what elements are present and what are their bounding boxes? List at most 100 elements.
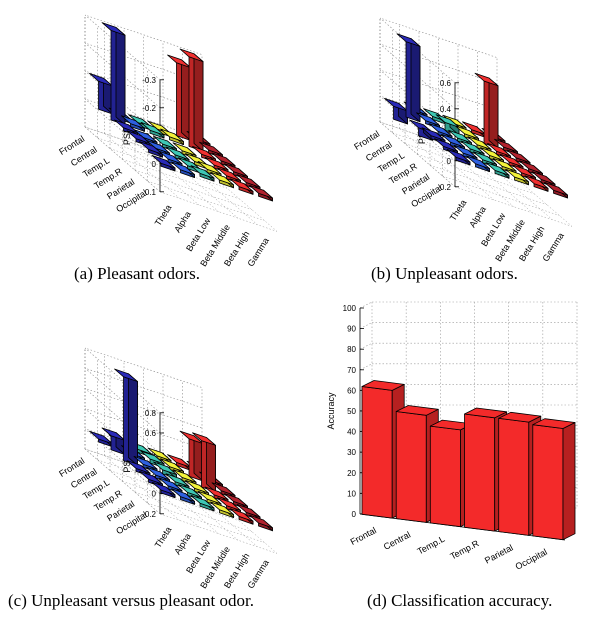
chart-c-bar-side	[128, 373, 138, 466]
chart-a-bar	[140, 122, 165, 139]
chart-d-bar-front	[429, 425, 461, 528]
chart-c-bar-top	[133, 455, 158, 470]
chart-b-bar-side	[410, 38, 421, 123]
chart-a-bar-top	[192, 145, 216, 160]
chart-b-grid-line	[438, 141, 514, 207]
chart-d-y-tick-label: 0	[352, 510, 357, 519]
chart-a-bar-top	[121, 115, 145, 129]
chart-c-bar-top	[160, 458, 184, 472]
chart-c-bar-top	[178, 484, 202, 498]
chart-c-bar-top	[185, 479, 209, 494]
chart-c-grid-line	[134, 491, 253, 533]
chart-d-bar-front	[395, 411, 427, 523]
chart-b-z-tick-label: 0	[447, 157, 452, 166]
chart-c-grid-line	[143, 468, 219, 534]
chart-b-grid-line	[379, 43, 498, 110]
chart-a-grid-line	[182, 159, 258, 225]
chart-a-z-tick-label: 0.1	[145, 188, 157, 197]
chart-c-bar	[101, 427, 126, 456]
chart-a-bar-top	[153, 135, 177, 150]
chart-a-z-tick-label: -0.3	[142, 76, 156, 85]
chart-d-bar-front	[464, 413, 496, 532]
chart-b-band-label: Theta	[448, 198, 469, 223]
chart-b-grid-line	[379, 17, 498, 84]
chart-a-bar-side	[115, 26, 126, 126]
chart-b-grid-line	[496, 161, 573, 227]
chart-b-bar-top	[434, 138, 458, 152]
chart-d-category-label: Parietal	[483, 542, 515, 565]
chart-d-y-tick-label: 60	[347, 386, 356, 395]
chart-a-bar	[160, 128, 184, 146]
chart-b-bar-top	[460, 140, 485, 155]
chart-a-grid-line	[84, 14, 203, 81]
chart-d-y-tick-label: 30	[347, 448, 356, 457]
chart-b-bar-side	[488, 77, 499, 149]
chart-d-category-label: Temp.L	[416, 534, 447, 557]
chart-d-bar-top	[395, 405, 439, 416]
chart-c-band-label: Alpha	[172, 531, 193, 556]
chart-b-grid-line	[379, 95, 498, 162]
chart-b-walls	[379, 17, 573, 227]
chart-d-grid-line	[359, 363, 373, 371]
chart-b-bar	[480, 147, 504, 164]
chart-a-bar-top	[172, 142, 197, 156]
chart-b-bar	[446, 148, 471, 166]
chart-d-bar-top	[498, 411, 542, 423]
chart-d-y-tick-label: 100	[343, 304, 357, 313]
chart-c-grid-line	[162, 475, 239, 541]
chart-b-bar-top	[467, 136, 492, 150]
chart-a-grid-line	[143, 146, 219, 212]
chart-c-bar-top	[165, 473, 190, 487]
chart-a-bar	[190, 165, 215, 182]
chart-a-grid-line	[201, 166, 278, 232]
chart-c-unpleasant-vs-pleasant: -0.200.20.40.60.8PSDFrontalCentralTemp.L…	[57, 347, 278, 590]
chart-a-bars	[89, 22, 273, 202]
chart-b-bar-top	[473, 151, 497, 165]
chart-a-pleasant-odors: -0.3-0.2-0.100.1PSDFrontalCentralTemp.LT…	[57, 14, 278, 268]
chart-a-bar	[167, 54, 191, 141]
chart-a-grid-line	[109, 148, 228, 189]
chart-c-grid-line	[201, 488, 278, 554]
chart-d-y-tick-label: 20	[347, 469, 356, 478]
chart-d-bar-top	[532, 418, 576, 429]
chart-a-bar-top	[101, 22, 126, 36]
chart-c-grid-line	[84, 448, 161, 514]
chart-b-bar-top	[421, 127, 446, 141]
chart-a-band-label: Alpha	[172, 209, 193, 234]
chart-c-bar-top	[192, 432, 216, 446]
chart-a-bar	[179, 48, 204, 152]
chart-d-y-tick-label: 90	[347, 325, 356, 334]
chart-a-grid-line	[147, 180, 265, 221]
chart-c-bar-top	[190, 494, 215, 509]
chart-d-y-tick-label: 50	[347, 407, 356, 416]
chart-c-bar-top	[146, 466, 170, 481]
chart-c-bar	[192, 432, 216, 493]
chart-c-z-label: PSD	[122, 454, 132, 473]
chart-b-bar	[544, 181, 568, 199]
chart-a-band-label: Theta	[153, 203, 174, 228]
chart-a-bar	[229, 178, 254, 195]
chart-b-bar-top	[446, 148, 471, 163]
chart-d-bar-top	[464, 407, 508, 419]
chart-b-bar-top	[416, 112, 440, 126]
chart-c-grid-line	[84, 388, 203, 454]
chart-c-bar-top	[210, 501, 234, 515]
chart-c-bar-top	[249, 514, 273, 529]
chart-c-grid-line	[84, 428, 203, 494]
chart-b-bar-top	[531, 171, 556, 185]
chart-d-x-axis	[359, 513, 566, 541]
chart-c-grid-line	[84, 367, 203, 434]
chart-b-bar-top	[396, 33, 421, 47]
chart-c-band-label: Gamma	[245, 558, 270, 590]
chart-b-bar-top	[492, 157, 517, 172]
chart-c-band-label: Theta	[153, 525, 174, 550]
chart-c-z-tick-label: 0.8	[145, 409, 157, 418]
chart-a-bar-top	[151, 154, 176, 169]
chart-d-y-label: Accuracy	[326, 392, 336, 430]
chart-c-bar	[229, 508, 254, 525]
chart-d-category-label: Occipital	[514, 547, 549, 572]
chart-b-grid-line	[418, 135, 495, 201]
chart-a-z-tick-label: 0	[152, 160, 157, 169]
chart-c-z-tick-label: 0.6	[145, 429, 157, 438]
chart-a-bar-top	[224, 163, 248, 177]
